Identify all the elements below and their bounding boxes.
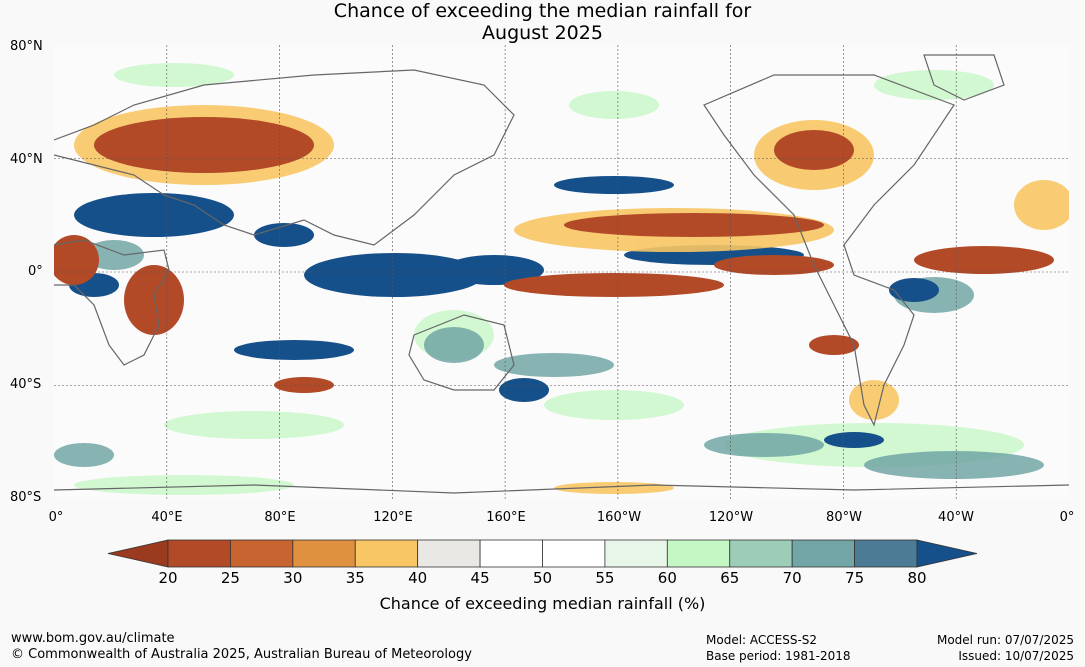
lon-label-40e: 40°E <box>151 510 183 525</box>
colorbar-segment <box>791 539 855 568</box>
colorbar-tick-label: 25 <box>220 569 240 587</box>
coastlines <box>54 54 1069 494</box>
colorbar-tick-label: 30 <box>283 569 303 587</box>
lat-label-40n: 40°N <box>10 152 43 167</box>
lon-label-80w: 80°W <box>826 510 862 525</box>
lat-label-80s: 80°S <box>10 490 42 505</box>
colorbar-tick-label: 70 <box>782 569 802 587</box>
colorbar-segment <box>604 539 668 568</box>
map-title-line1: Chance of exceeding the median rainfall … <box>333 0 752 22</box>
colorbar-segment <box>854 539 918 568</box>
colorbar-segment <box>729 539 793 568</box>
colorbar-extend-low <box>107 539 169 568</box>
colorbar-tick-label: 40 <box>408 569 428 587</box>
colorbar-segment <box>354 539 419 568</box>
colorbar-extend-high <box>916 539 978 568</box>
colorbar-caption: Chance of exceeding median rainfall (%) <box>379 594 706 613</box>
lon-label-160e: 160°E <box>486 510 526 525</box>
lat-label-equator: 0° <box>28 264 43 279</box>
drier-dark-patches <box>54 117 1054 393</box>
map-title-line2: August 2025 <box>482 22 603 44</box>
lon-label-120w: 120°W <box>708 510 754 525</box>
colorbar-segment <box>230 539 294 568</box>
colorbar-segment <box>479 539 543 568</box>
colorbar-tick-label: 60 <box>657 569 677 587</box>
lon-label-0-right: 0° <box>1059 510 1075 525</box>
colorbar-tick-label: 55 <box>595 569 615 587</box>
colorbar-tick-label: 35 <box>345 569 365 587</box>
footer-url[interactable]: www.bom.gov.au/climate <box>11 631 175 646</box>
footer-copyright: © Commonwealth of Australia 2025, Austra… <box>11 647 472 662</box>
footer-issued: Issued: 10/07/2025 <box>958 649 1074 663</box>
colorbar-tick-label: 45 <box>470 569 490 587</box>
lon-label-160w: 160°W <box>596 510 642 525</box>
rainfall-map-canvas <box>54 45 1069 499</box>
colorbar-segment <box>292 539 356 568</box>
footer-model-run: Model run: 07/07/2025 <box>936 633 1074 647</box>
colorbar-tick-label: 50 <box>532 569 553 587</box>
lat-label-80n: 80°N <box>10 39 43 54</box>
colorbar-segment <box>542 539 606 568</box>
footer-model: Model: ACCESS-S2 <box>706 633 818 647</box>
lon-label-120e: 120°E <box>373 510 413 525</box>
map-title: Chance of exceeding the median rainfall … <box>0 0 1085 44</box>
footer-base-period: Base period: 1981-2018 <box>706 649 851 663</box>
colorbar-segment <box>167 539 231 568</box>
colorbar-tick-label: 80 <box>907 569 927 587</box>
rainfall-map <box>54 45 1069 499</box>
lat-label-40s: 40°S <box>10 377 42 392</box>
colorbar-tick-label: 65 <box>720 569 740 587</box>
colorbar-segment <box>666 539 731 568</box>
colorbar-tick-label: 20 <box>158 569 178 587</box>
lon-label-0-left: 0° <box>48 510 64 525</box>
colorbar-tick-label: 75 <box>845 569 865 587</box>
lon-label-40w: 40°W <box>938 510 974 525</box>
colorbar-segment <box>417 539 481 568</box>
lon-label-80e: 80°E <box>264 510 296 525</box>
map-gridlines <box>54 45 1069 499</box>
